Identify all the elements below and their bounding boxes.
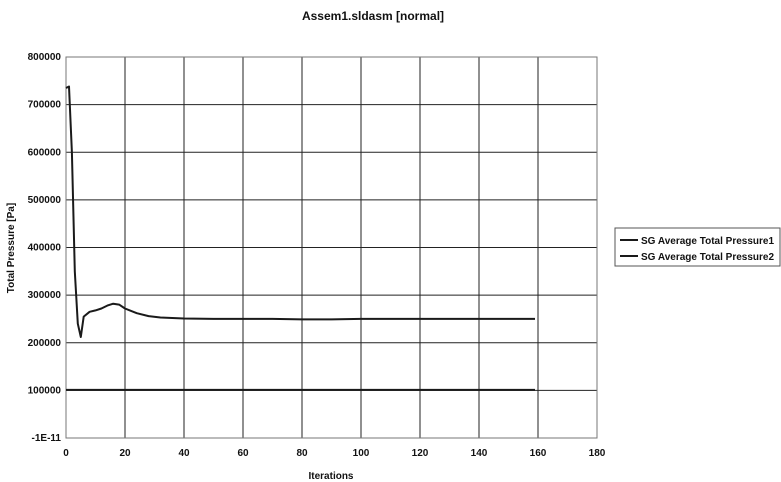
y-tick-label: 300000 — [28, 290, 62, 301]
y-axis-label: Total Pressure [Pa] — [6, 203, 17, 293]
x-tick-label: 140 — [471, 448, 488, 459]
grid — [65, 56, 598, 439]
x-tick-label: 160 — [530, 448, 547, 459]
x-tick-label: 40 — [178, 448, 190, 459]
y-tick-label: -1E-11 — [32, 433, 62, 444]
x-tick-label: 80 — [296, 448, 308, 459]
y-tick-label: 100000 — [28, 385, 62, 396]
legend-label: SG Average Total Pressure2 — [641, 252, 774, 263]
legend-box — [614, 227, 781, 267]
plot-area — [65, 56, 598, 439]
chart-title: Assem1.sldasm [normal] — [302, 9, 444, 23]
x-tick-label: 60 — [237, 448, 249, 459]
x-tick-label: 0 — [63, 448, 69, 459]
x-tick-label: 120 — [412, 448, 429, 459]
legend-label: SG Average Total Pressure1 — [641, 236, 774, 247]
legend: SG Average Total Pressure1 SG Average Tot… — [614, 227, 781, 267]
y-tick-label: 200000 — [28, 338, 62, 349]
series-line-1 — [65, 85, 535, 338]
y-tick-label: 500000 — [28, 195, 62, 206]
y-tick-label: 700000 — [28, 100, 62, 111]
x-axis-label: Iterations — [308, 471, 353, 482]
tick-labels: 0 20 40 60 80 100 120 140 160 180 -1E-11 100000 2000… — [28, 52, 606, 459]
x-tick-label: 20 — [119, 448, 131, 459]
x-tick-label: 180 — [589, 448, 606, 459]
y-tick-label: 600000 — [28, 147, 62, 158]
series-group — [65, 85, 535, 391]
y-tick-label: 400000 — [28, 243, 62, 254]
x-tick-label: 100 — [353, 448, 370, 459]
y-tick-label: 800000 — [28, 52, 62, 63]
